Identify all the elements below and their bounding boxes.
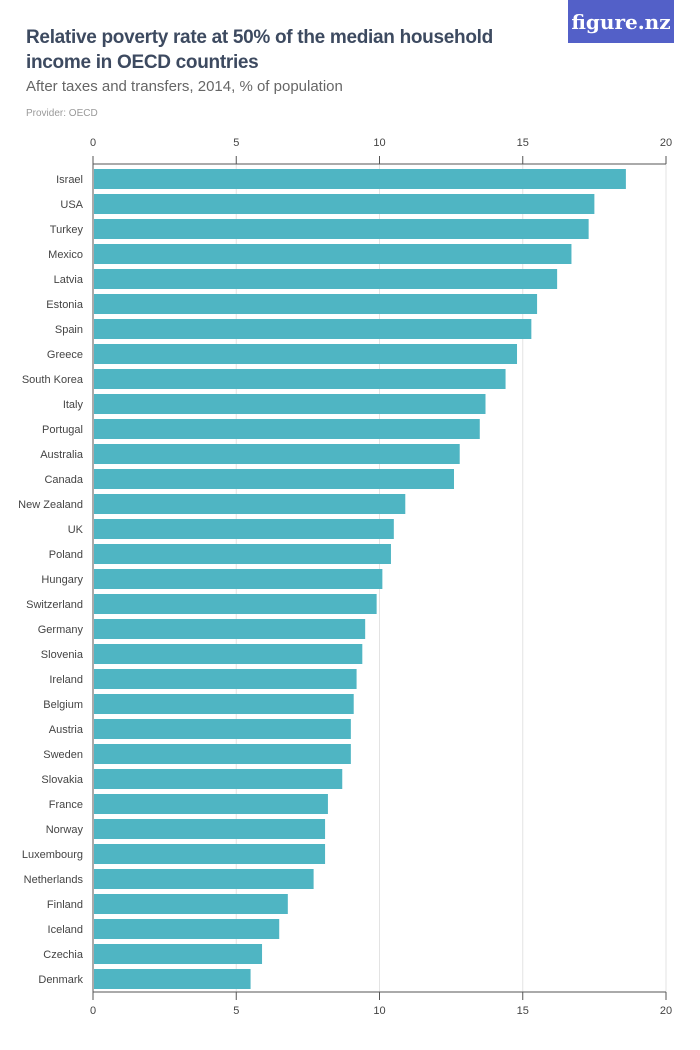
bar	[94, 669, 357, 689]
bar	[94, 469, 454, 489]
y-category-label: France	[49, 799, 83, 811]
provider-label: Provider: OECD	[26, 108, 98, 119]
y-category-label: Iceland	[48, 924, 83, 936]
y-category-label: Mexico	[48, 249, 83, 261]
bar	[94, 344, 518, 364]
bar	[94, 769, 343, 789]
y-category-label: Slovenia	[41, 649, 84, 661]
y-category-label: Australia	[40, 449, 84, 461]
y-category-label: Luxembourg	[22, 849, 83, 861]
y-category-label: Switzerland	[26, 599, 83, 611]
bar	[94, 819, 326, 839]
y-category-label: Norway	[46, 824, 84, 836]
y-category-label: Ireland	[49, 674, 83, 686]
bar	[94, 244, 572, 264]
bar	[94, 494, 406, 514]
y-category-label: Germany	[38, 624, 84, 636]
y-category-label: Canada	[44, 474, 83, 486]
y-category-label: Sweden	[43, 749, 83, 761]
y-category-label: USA	[60, 199, 83, 211]
figure-nz-logo[interactable]: figure.nz	[568, 0, 674, 43]
x-tick-label-top: 5	[233, 137, 239, 149]
bar	[94, 394, 486, 414]
bar	[94, 544, 391, 564]
bar	[94, 169, 626, 189]
bar	[94, 294, 538, 314]
x-tick-label-top: 10	[373, 137, 385, 149]
bar	[94, 569, 383, 589]
x-tick-label-top: 0	[90, 137, 96, 149]
y-category-label: Spain	[55, 324, 83, 336]
bar	[94, 619, 366, 639]
bar	[94, 969, 251, 989]
bar	[94, 419, 480, 439]
bar	[94, 844, 326, 864]
y-category-label: South Korea	[22, 374, 84, 386]
y-category-label: Czechia	[43, 949, 84, 961]
y-category-label: Israel	[56, 174, 83, 186]
y-category-label: Finland	[47, 899, 83, 911]
bar	[94, 594, 377, 614]
bar	[94, 869, 314, 889]
x-tick-label-bottom: 5	[233, 1005, 239, 1017]
bar	[94, 694, 354, 714]
x-tick-label-bottom: 15	[517, 1005, 529, 1017]
bar	[94, 194, 595, 214]
y-category-label: New Zealand	[18, 499, 83, 511]
y-category-label: Denmark	[38, 974, 83, 986]
y-category-label: Portugal	[42, 424, 83, 436]
bar	[94, 944, 263, 964]
bar	[94, 919, 280, 939]
bar	[94, 519, 394, 539]
y-category-label: Belgium	[43, 699, 83, 711]
y-category-label: Italy	[63, 399, 84, 411]
bar	[94, 894, 288, 914]
chart-subtitle: After taxes and transfers, 2014, % of po…	[26, 78, 343, 95]
bar	[94, 719, 351, 739]
y-category-label: Poland	[49, 549, 83, 561]
y-category-label: Netherlands	[24, 874, 84, 886]
bar	[94, 269, 558, 289]
y-category-label: Estonia	[46, 299, 84, 311]
y-category-label: Austria	[49, 724, 84, 736]
x-tick-label-top: 20	[660, 137, 672, 149]
x-tick-label-top: 15	[517, 137, 529, 149]
y-category-label: Hungary	[41, 574, 83, 586]
y-category-label: UK	[68, 524, 84, 536]
bar	[94, 444, 460, 464]
bar	[94, 369, 506, 389]
x-tick-label-bottom: 20	[660, 1005, 672, 1017]
y-category-label: Greece	[47, 349, 83, 361]
chart-title: Relative poverty rate at 50% of the medi…	[26, 27, 493, 73]
y-category-label: Slovakia	[41, 774, 83, 786]
y-category-label: Turkey	[50, 224, 84, 236]
bar	[94, 744, 351, 764]
bar	[94, 794, 328, 814]
bar	[94, 219, 589, 239]
x-tick-label-bottom: 10	[373, 1005, 385, 1017]
bar	[94, 319, 532, 339]
bar	[94, 644, 363, 664]
y-category-label: Latvia	[54, 274, 84, 286]
x-tick-label-bottom: 0	[90, 1005, 96, 1017]
